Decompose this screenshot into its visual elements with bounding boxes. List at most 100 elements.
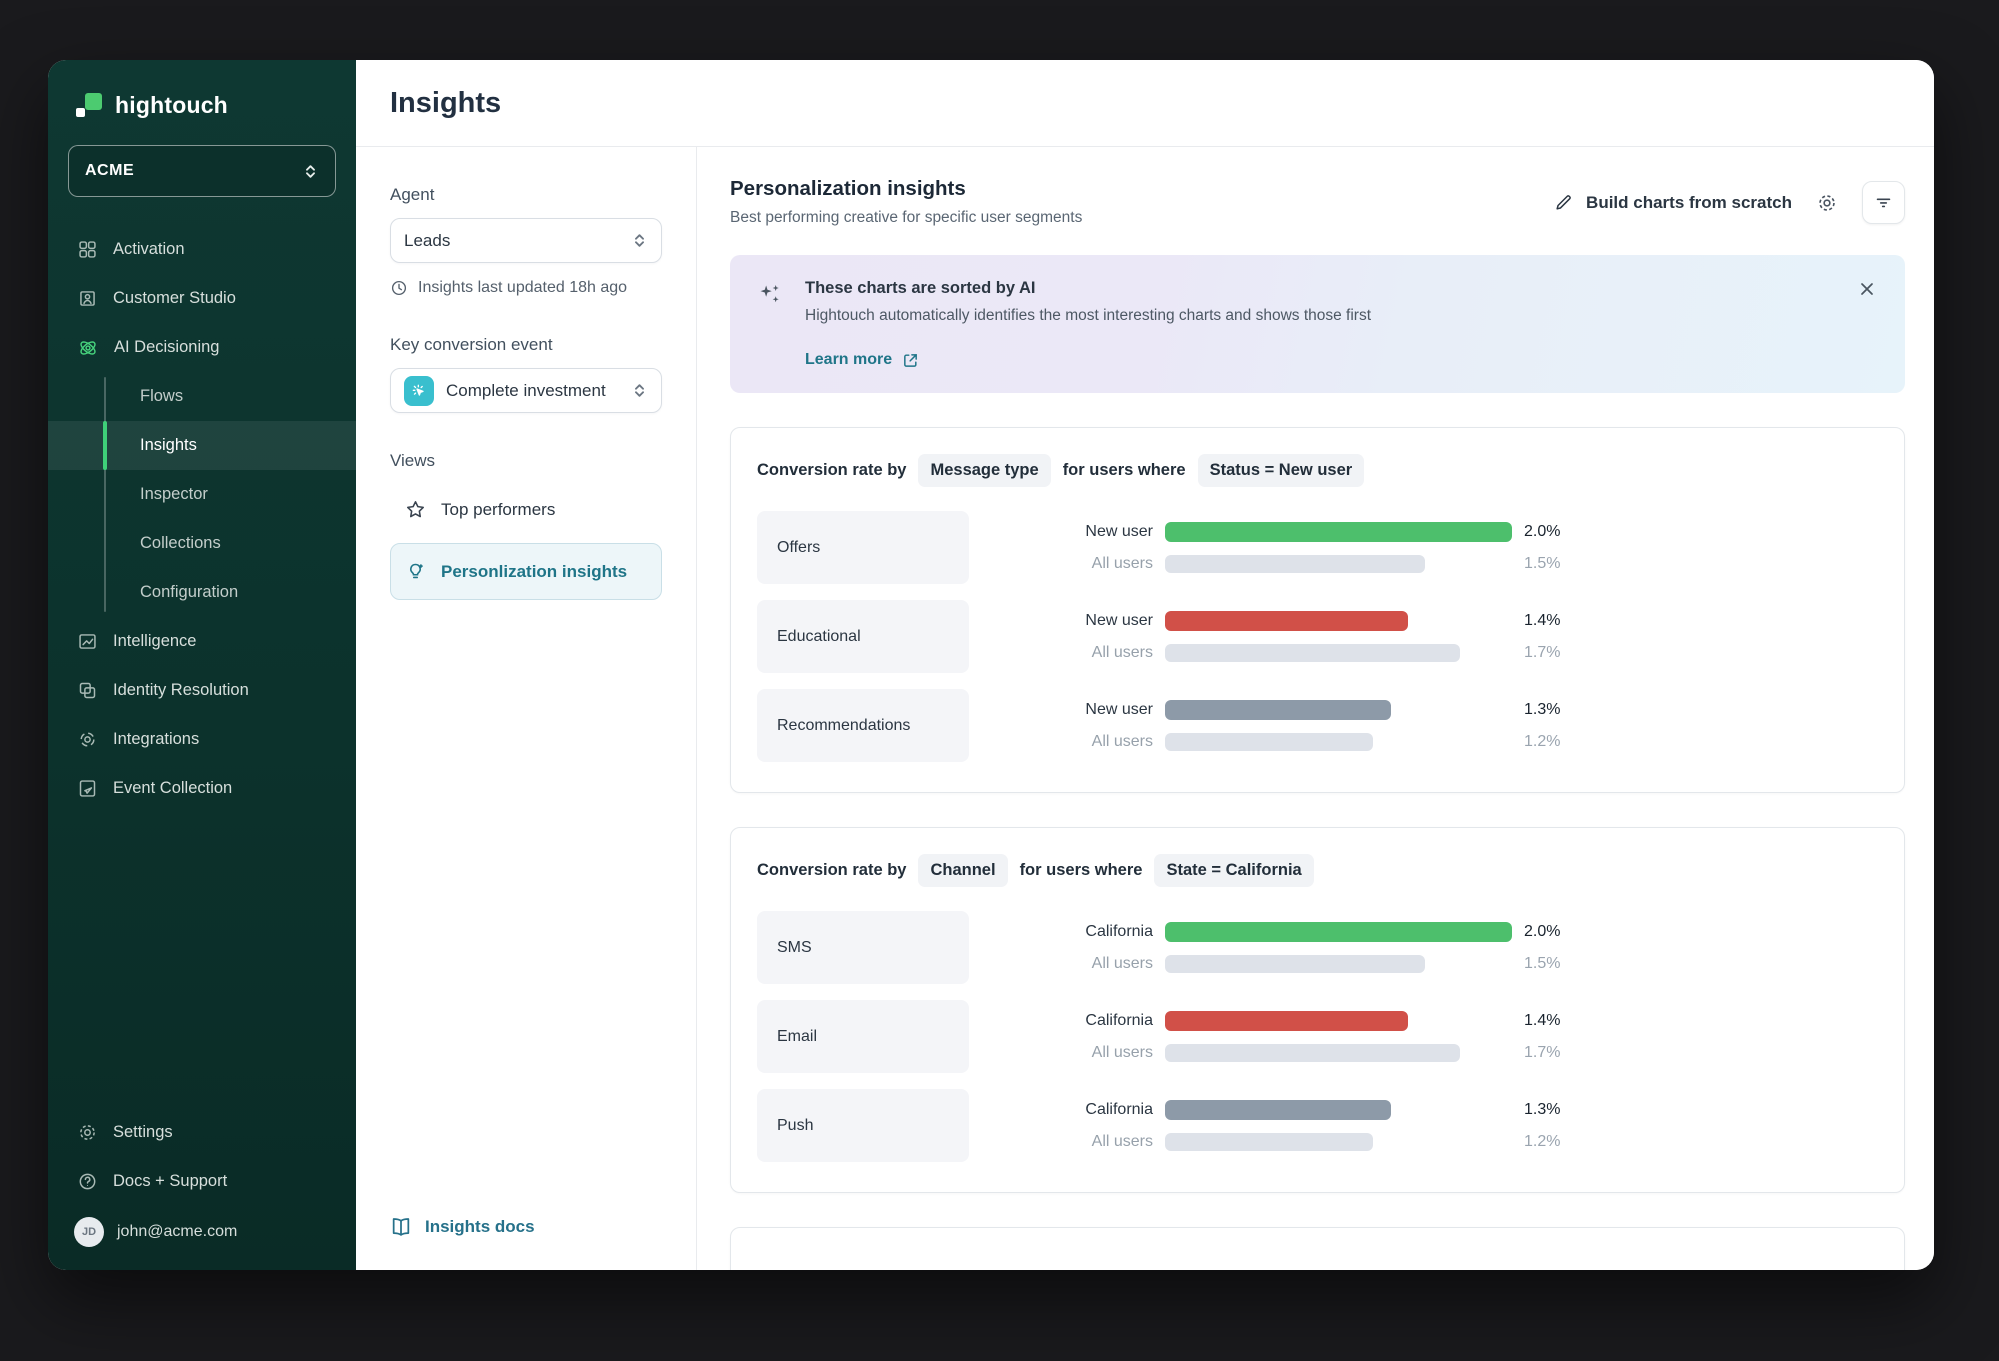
main-header: Personalization insights Best performing… bbox=[730, 177, 1905, 227]
insights-docs-link[interactable]: Insights docs bbox=[390, 1216, 662, 1238]
bar bbox=[1165, 1100, 1391, 1120]
category-label: Offers bbox=[777, 538, 821, 556]
category-box[interactable]: Educational bbox=[757, 600, 969, 673]
key-event-select[interactable]: Complete investment bbox=[390, 368, 662, 413]
bar-line: California 2.0% bbox=[1085, 922, 1561, 942]
view-personalization-insights[interactable]: Personlization insights bbox=[390, 543, 662, 600]
sidebar-item-label: Identity Resolution bbox=[113, 681, 249, 699]
settings-gear-button[interactable] bbox=[1816, 192, 1838, 214]
sidebar-item-inspector[interactable]: Inspector bbox=[140, 485, 208, 503]
sidebar-item-settings[interactable]: Settings bbox=[48, 1108, 356, 1157]
dimension-badge[interactable]: Channel bbox=[918, 854, 1008, 887]
sidebar-item-activation[interactable]: Activation bbox=[48, 225, 356, 274]
workspace-name: ACME bbox=[85, 162, 135, 179]
view-top-performers[interactable]: Top performers bbox=[390, 486, 662, 533]
ai-banner-title: These charts are sorted by AI bbox=[805, 279, 1036, 297]
chart-row: Educational New user 1.4% All users 1.7% bbox=[757, 600, 1878, 673]
chart-row: SMS California 2.0% All users 1.5% bbox=[757, 911, 1878, 984]
chevron-updown-icon bbox=[631, 232, 648, 249]
bar bbox=[1165, 1044, 1460, 1062]
bar-group: California 1.3% All users 1.2% bbox=[969, 1100, 1878, 1151]
sidebar-item-label: Intelligence bbox=[113, 632, 197, 650]
section-title: Personalization insights bbox=[730, 177, 966, 200]
agent-label: Agent bbox=[390, 185, 435, 204]
gear-icon bbox=[77, 1122, 98, 1143]
category-box[interactable]: Push bbox=[757, 1089, 969, 1162]
app-window: hightouch ACME Activation Customer Studi… bbox=[48, 60, 1934, 1270]
build-charts-button[interactable]: Build charts from scratch bbox=[1554, 193, 1792, 213]
ai-decisioning-subnav: Flows Insights Inspector Collections Con… bbox=[48, 372, 356, 617]
ai-banner: These charts are sorted by AI Hightouch … bbox=[730, 255, 1905, 393]
star-icon bbox=[405, 499, 426, 520]
dimension-badge[interactable]: Message type bbox=[918, 454, 1051, 487]
bar-value: 1.5% bbox=[1524, 555, 1561, 572]
bar bbox=[1165, 611, 1408, 631]
activation-grid-icon bbox=[77, 239, 98, 260]
bar-group: New user 2.0% All users 1.5% bbox=[969, 522, 1878, 573]
last-updated-text: Insights last updated 18h ago bbox=[418, 279, 628, 296]
category-label: Push bbox=[777, 1116, 814, 1134]
chart-card-partial bbox=[730, 1227, 1905, 1270]
logo[interactable]: hightouch bbox=[48, 60, 356, 119]
workspace-selector[interactable]: ACME bbox=[68, 145, 336, 197]
filter-badge[interactable]: Status = New user bbox=[1197, 454, 1365, 487]
key-event-value: Complete investment bbox=[446, 380, 606, 400]
content: Agent Leads Insights last updated 18h ag… bbox=[356, 147, 1934, 1270]
category-label: Educational bbox=[777, 627, 861, 645]
filter-badge[interactable]: State = California bbox=[1154, 854, 1314, 887]
ai-decisioning-icon bbox=[77, 337, 99, 359]
sidebar-item-label: Integrations bbox=[113, 730, 200, 748]
sidebar-item-collections[interactable]: Collections bbox=[140, 534, 221, 552]
last-updated: Insights last updated 18h ago bbox=[390, 279, 662, 297]
logo-text: hightouch bbox=[115, 92, 228, 118]
ai-banner-description: Hightouch automatically identifies the m… bbox=[805, 307, 1372, 324]
sidebar-item-ai-decisioning[interactable]: AI Decisioning bbox=[48, 323, 356, 372]
category-box[interactable]: Recommendations bbox=[757, 689, 969, 762]
user-email: john@acme.com bbox=[117, 1223, 238, 1240]
chart-card-title: Conversion rate by Channel for users whe… bbox=[757, 854, 1878, 887]
right-column: Insights Agent Leads Insights last updat… bbox=[356, 60, 1934, 1270]
build-charts-label: Build charts from scratch bbox=[1586, 192, 1792, 212]
user-menu[interactable]: JD john@acme.com bbox=[48, 1206, 356, 1258]
bar-value: 1.4% bbox=[1524, 1012, 1561, 1029]
chart-rows: SMS California 2.0% All users 1.5% Email… bbox=[757, 911, 1878, 1162]
learn-more-link[interactable]: Learn more bbox=[805, 351, 919, 369]
bar-line: New user 2.0% bbox=[1085, 522, 1561, 542]
clock-icon bbox=[390, 279, 408, 297]
bar-line: All users 1.7% bbox=[1091, 1044, 1561, 1062]
sidebar-item-identity-resolution[interactable]: Identity Resolution bbox=[48, 666, 356, 715]
sidebar-item-insights[interactable]: Insights bbox=[48, 421, 356, 470]
key-event-label: Key conversion event bbox=[390, 335, 553, 354]
main-header-actions: Build charts from scratch bbox=[1554, 177, 1905, 224]
sidebar-item-label: Activation bbox=[113, 240, 185, 258]
category-box[interactable]: SMS bbox=[757, 911, 969, 984]
bar-group: California 1.4% All users 1.7% bbox=[969, 1011, 1878, 1062]
chart-card: Conversion rate by Message type for user… bbox=[730, 427, 1905, 793]
category-box[interactable]: Offers bbox=[757, 511, 969, 584]
chart-rows: Offers New user 2.0% All users 1.5% Educ… bbox=[757, 511, 1878, 762]
sidebar-item-event-collection[interactable]: Event Collection bbox=[48, 764, 356, 813]
views-label: Views bbox=[390, 451, 436, 470]
chart-card: Conversion rate by Channel for users whe… bbox=[730, 827, 1905, 1193]
filter-panel: Agent Leads Insights last updated 18h ag… bbox=[356, 147, 697, 1270]
category-box[interactable]: Email bbox=[757, 1000, 969, 1073]
bar bbox=[1165, 700, 1391, 720]
sidebar-item-docs-support[interactable]: Docs + Support bbox=[48, 1157, 356, 1206]
sidebar-item-flows[interactable]: Flows bbox=[140, 387, 184, 405]
help-icon bbox=[77, 1171, 98, 1192]
sidebar-item-configuration[interactable]: Configuration bbox=[140, 583, 239, 601]
sidebar-item-label: Docs + Support bbox=[113, 1172, 228, 1190]
customer-studio-icon bbox=[77, 288, 98, 309]
integrations-icon bbox=[77, 729, 98, 750]
sidebar-item-customer-studio[interactable]: Customer Studio bbox=[48, 274, 356, 323]
close-icon[interactable] bbox=[1857, 279, 1877, 299]
chart-row: Push California 1.3% All users 1.2% bbox=[757, 1089, 1878, 1162]
sidebar-item-intelligence[interactable]: Intelligence bbox=[48, 617, 356, 666]
view-label: Personlization insights bbox=[441, 561, 628, 581]
bar-value: 1.2% bbox=[1524, 1133, 1561, 1150]
bar-line: All users 1.7% bbox=[1091, 644, 1561, 662]
sidebar-spacer bbox=[48, 813, 356, 1108]
sidebar-item-integrations[interactable]: Integrations bbox=[48, 715, 356, 764]
filter-button[interactable] bbox=[1862, 181, 1905, 224]
agent-select[interactable]: Leads bbox=[390, 218, 662, 263]
